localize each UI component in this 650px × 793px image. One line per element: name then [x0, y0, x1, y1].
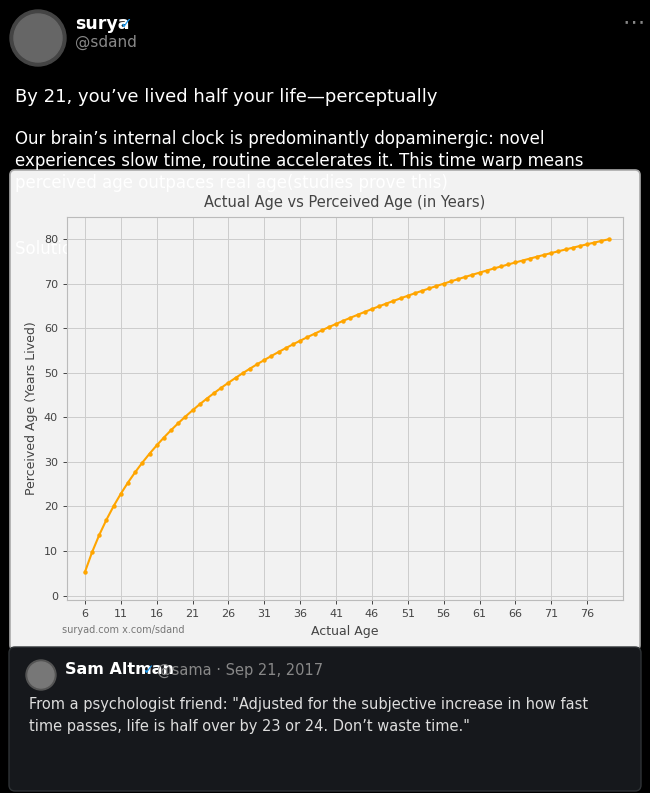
Circle shape — [10, 10, 66, 66]
Text: @sdand: @sdand — [75, 34, 137, 50]
Text: perceived age outpaces real age(studies prove this): perceived age outpaces real age(studies … — [15, 174, 448, 192]
Text: ✓: ✓ — [143, 663, 155, 677]
Text: From a psychologist friend: "Adjusted for the subjective increase in how fast: From a psychologist friend: "Adjusted fo… — [29, 697, 588, 712]
Text: @sama · Sep 21, 2017: @sama · Sep 21, 2017 — [157, 662, 323, 677]
Circle shape — [14, 14, 62, 62]
X-axis label: Actual Age: Actual Age — [311, 625, 379, 638]
Text: suryad.com x.com/sdand: suryad.com x.com/sdand — [62, 625, 185, 635]
Text: time passes, life is half over by 23 or 24. Don’t waste time.": time passes, life is half over by 23 or … — [29, 719, 470, 734]
Circle shape — [28, 662, 54, 688]
Circle shape — [26, 660, 56, 690]
Text: Our brain’s internal clock is predominantly dopaminergic: novel: Our brain’s internal clock is predominan… — [15, 130, 545, 148]
Y-axis label: Perceived Age (Years Lived): Perceived Age (Years Lived) — [25, 322, 38, 496]
Text: experiences slow time, routine accelerates it. This time warp means: experiences slow time, routine accelerat… — [15, 152, 584, 170]
Text: Sam Altman: Sam Altman — [65, 662, 174, 677]
Text: ⋯: ⋯ — [623, 12, 645, 32]
Text: surya: surya — [75, 15, 129, 33]
Text: ✓: ✓ — [120, 17, 133, 32]
FancyBboxPatch shape — [10, 170, 640, 650]
Text: By 21, you’ve lived half your life—perceptually: By 21, you’ve lived half your life—perce… — [15, 88, 437, 106]
FancyBboxPatch shape — [9, 647, 641, 791]
Text: Solution? Just do more cool shit. Blog below!: Solution? Just do more cool shit. Blog b… — [15, 240, 385, 258]
Title: Actual Age vs Perceived Age (in Years): Actual Age vs Perceived Age (in Years) — [204, 195, 486, 210]
